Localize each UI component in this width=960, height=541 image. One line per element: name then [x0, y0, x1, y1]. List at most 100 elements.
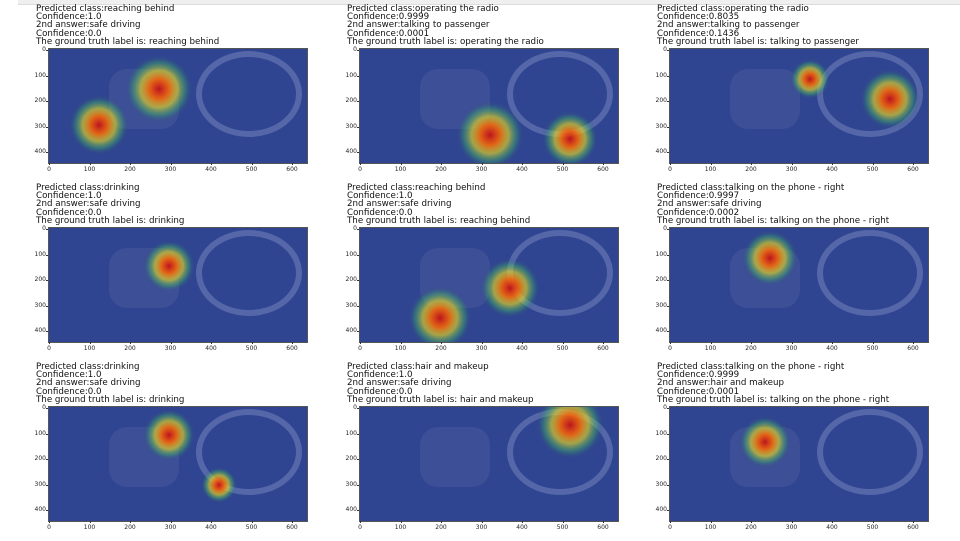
- y-tick-label: 0: [42, 404, 46, 411]
- x-tick-mark: [872, 342, 874, 344]
- x-tick-label: 500: [245, 166, 258, 173]
- x-tick-label: 600: [286, 166, 298, 173]
- caption-line: Confidence:0.9997: [657, 191, 740, 202]
- y-tick-label: 400: [345, 148, 357, 155]
- y-tick-label: 200: [345, 97, 357, 104]
- x-tick-label: 500: [556, 166, 569, 173]
- y-tick-mark: [357, 408, 359, 409]
- x-tick-mark: [292, 521, 293, 523]
- x-tick-label: 600: [907, 524, 919, 531]
- y-tick-label: 300: [345, 301, 357, 309]
- x-tick-mark: [170, 521, 172, 523]
- x-tick-label: 500: [866, 345, 879, 352]
- x-tick-mark: [562, 163, 564, 165]
- caption-line: 2nd answer:hair and makeup: [657, 378, 785, 389]
- y-tick-label: 100: [655, 429, 667, 437]
- y-tick-label: 0: [663, 404, 667, 411]
- x-tick-label: 300: [475, 524, 488, 531]
- y-tick-mark: [667, 408, 669, 409]
- x-tick-label: 400: [516, 166, 528, 173]
- x-tick-mark: [481, 163, 483, 165]
- result-caption: Predicted class:operating the radio Confi…: [347, 5, 544, 47]
- y-tick-mark: [667, 75, 669, 77]
- y-tick-label: 0: [353, 225, 357, 232]
- y-tick-mark: [357, 101, 359, 102]
- result-caption: Predicted class:drinking Confidence:1.0 2n…: [36, 363, 184, 405]
- result-caption: Predicted class:reaching behind Confidenc…: [36, 4, 219, 47]
- x-tick-mark: [130, 163, 131, 165]
- x-tick-label: 500: [866, 524, 879, 531]
- y-tick-label: 400: [655, 506, 667, 513]
- x-tick-label: 100: [394, 345, 407, 352]
- x-tick-label: 100: [394, 166, 407, 173]
- x-tick-label: 400: [516, 345, 528, 352]
- heatmap-blob: [860, 69, 920, 129]
- y-tick-label: 400: [34, 506, 46, 513]
- x-tick-mark: [89, 163, 91, 165]
- caption-line: Predicted class:hair and makeup: [347, 362, 489, 372]
- y-tick-mark: [357, 126, 359, 128]
- y-tick-mark: [357, 254, 359, 256]
- heatmap-blob: [542, 111, 598, 163]
- heatmap-blob: [742, 230, 798, 286]
- x-tick-label: 400: [205, 345, 217, 352]
- y-tick-mark: [667, 459, 669, 460]
- x-tick-mark: [292, 163, 293, 165]
- x-tick-mark: [710, 521, 712, 523]
- caption-line: Confidence:1.0: [36, 12, 102, 23]
- x-tick-mark: [710, 163, 712, 165]
- caption-line: Confidence:0.8035: [657, 12, 740, 23]
- result-caption: Predicted class:operating the radio Confi…: [657, 5, 859, 47]
- x-tick-mark: [130, 342, 131, 344]
- y-tick-label: 300: [655, 480, 667, 488]
- result-panel: Predicted class:hair and makeup Confidenc…: [345, 363, 645, 541]
- caption-line: Predicted class:reaching behind: [36, 4, 175, 14]
- y-tick-mark: [357, 229, 359, 230]
- x-tick-mark: [913, 342, 914, 344]
- y-tick-mark: [357, 433, 359, 435]
- heatmap-image: [669, 227, 929, 343]
- result-panel: Predicted class:drinking Confidence:1.0 2n…: [34, 363, 334, 541]
- heatmap-blob: [456, 101, 524, 163]
- result-panel: Predicted class:reaching behind Confidenc…: [345, 184, 645, 362]
- caption-line: Confidence:1.0: [36, 191, 102, 202]
- y-tick-mark: [46, 408, 48, 409]
- caption-line: Confidence:0.0002: [657, 207, 740, 218]
- heatmap-image: [359, 406, 619, 522]
- x-tick-mark: [211, 342, 212, 344]
- y-tick-label: 400: [655, 148, 667, 155]
- heatmap-blob: [143, 409, 195, 461]
- caption-line: Confidence:0.0: [347, 207, 413, 218]
- caption-line: Confidence:0.0: [36, 207, 102, 218]
- y-tick-label: 0: [353, 46, 357, 53]
- y-tick-mark: [667, 126, 669, 128]
- y-tick-label: 100: [34, 71, 46, 79]
- x-tick-mark: [400, 163, 402, 165]
- x-tick-mark: [751, 521, 752, 523]
- y-tick-mark: [357, 331, 359, 332]
- y-tick-label: 200: [655, 276, 667, 283]
- caption-line: Confidence:0.1436: [657, 28, 740, 39]
- x-tick-label: 300: [164, 524, 177, 531]
- caption-line: 2nd answer:safe driving: [347, 199, 452, 210]
- result-panel: Predicted class:reaching behind Confidenc…: [34, 5, 334, 183]
- x-tick-mark: [522, 163, 523, 165]
- x-tick-label: 100: [704, 166, 717, 173]
- result-panel: Predicted class:talking on the phone - r…: [655, 363, 955, 541]
- y-tick-mark: [46, 101, 48, 102]
- y-tick-label: 100: [34, 429, 46, 437]
- heatmap-image: [48, 227, 308, 343]
- caption-line: Predicted class:drinking: [36, 183, 140, 193]
- x-tick-label: 0: [668, 345, 672, 352]
- result-caption: Predicted class:talking on the phone - r…: [657, 363, 889, 405]
- x-tick-mark: [292, 342, 293, 344]
- caption-line: 2nd answer:safe driving: [347, 378, 452, 389]
- x-tick-mark: [603, 521, 604, 523]
- caption-line: The ground truth label is: reaching behi…: [347, 215, 531, 226]
- caption-line: Confidence:0.0001: [657, 386, 740, 397]
- heatmap-blob: [408, 286, 472, 342]
- y-tick-mark: [667, 305, 669, 307]
- y-tick-mark: [46, 254, 48, 256]
- x-tick-mark: [251, 342, 253, 344]
- x-tick-label: 100: [704, 524, 717, 531]
